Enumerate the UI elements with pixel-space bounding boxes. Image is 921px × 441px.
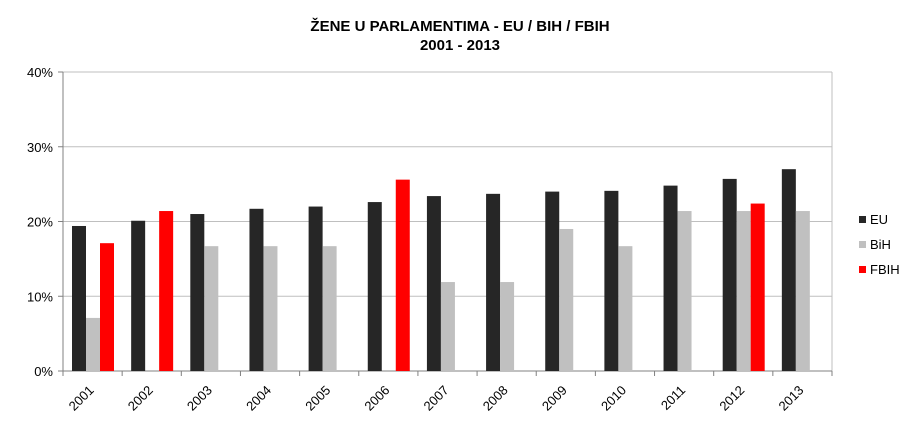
x-tick-label: 2009	[539, 383, 570, 414]
legend-label-fbih: FBIH	[870, 262, 900, 277]
bar-bih-2001	[86, 317, 100, 371]
bar-bih-2011	[677, 211, 692, 371]
legend-swatch-bih	[859, 241, 866, 248]
x-tick-label: 2003	[184, 383, 215, 414]
bar-bih-2010	[618, 246, 633, 371]
y-tick-label: 10%	[27, 289, 53, 304]
legend-label-eu: EU	[870, 212, 888, 227]
bar-eu-2005	[308, 206, 323, 371]
legend: EU BiH FBIH	[859, 212, 900, 277]
x-tick-label: 2005	[302, 383, 333, 414]
legend-swatch-eu	[859, 216, 866, 223]
x-tick-label: 2010	[598, 383, 629, 414]
bar-fbih-2012	[750, 203, 765, 371]
legend-swatch-fbih	[859, 266, 866, 273]
x-tick-label: 2001	[66, 383, 97, 414]
bar-bih-2004	[263, 246, 278, 371]
bar-bih-2009	[559, 228, 574, 371]
bar-eu-2007	[426, 196, 441, 371]
chart-subtitle: 2001 - 2013	[420, 37, 500, 54]
y-tick-label: 20%	[27, 215, 53, 230]
plot-area: 0% 10% 20% 30% 40% 2001 2002 2003 2004 2005 2006 20…	[27, 65, 833, 414]
bar-bih-2008	[500, 282, 515, 371]
x-tick-label: 2011	[658, 383, 688, 413]
bar-fbih-2002	[159, 211, 174, 371]
bar-eu-2010	[604, 190, 619, 371]
bar-bih-2012	[736, 211, 751, 371]
x-tick-label: 2006	[361, 383, 392, 414]
bar-eu-2013	[781, 169, 796, 371]
y-tick-label: 0%	[34, 364, 53, 379]
bar-eu-2004	[249, 208, 264, 371]
bar-fbih-2001	[100, 243, 114, 371]
x-tick-label: 2004	[243, 383, 274, 414]
legend-label-bih: BiH	[870, 237, 891, 252]
x-tick-label: 2002	[125, 383, 156, 414]
bar-eu-2002	[131, 220, 146, 371]
bar-eu-2001	[72, 225, 86, 371]
bar-bih-2003	[204, 246, 219, 371]
bar-eu-2008	[486, 193, 501, 371]
x-tick-label: 2007	[421, 383, 452, 414]
bar-fbih-2006	[395, 179, 410, 371]
bar-bih-2013	[795, 211, 810, 371]
bar-eu-2011	[663, 185, 678, 371]
chart-title: ŽENE U PARLAMENTIMA - EU / BIH / FBIH	[310, 17, 609, 35]
y-tick-label: 30%	[27, 140, 53, 155]
x-tick-label: 2013	[775, 383, 806, 414]
bar-eu-2012	[722, 178, 737, 371]
bar-bih-2005	[322, 246, 337, 371]
x-tick-label: 2012	[716, 383, 747, 414]
bar-eu-2009	[545, 191, 560, 371]
bar-bih-2007	[440, 282, 455, 371]
x-tick-label: 2008	[480, 383, 511, 414]
y-tick-label: 40%	[27, 65, 53, 80]
bar-eu-2003	[190, 214, 205, 371]
bar-eu-2006	[367, 202, 382, 371]
